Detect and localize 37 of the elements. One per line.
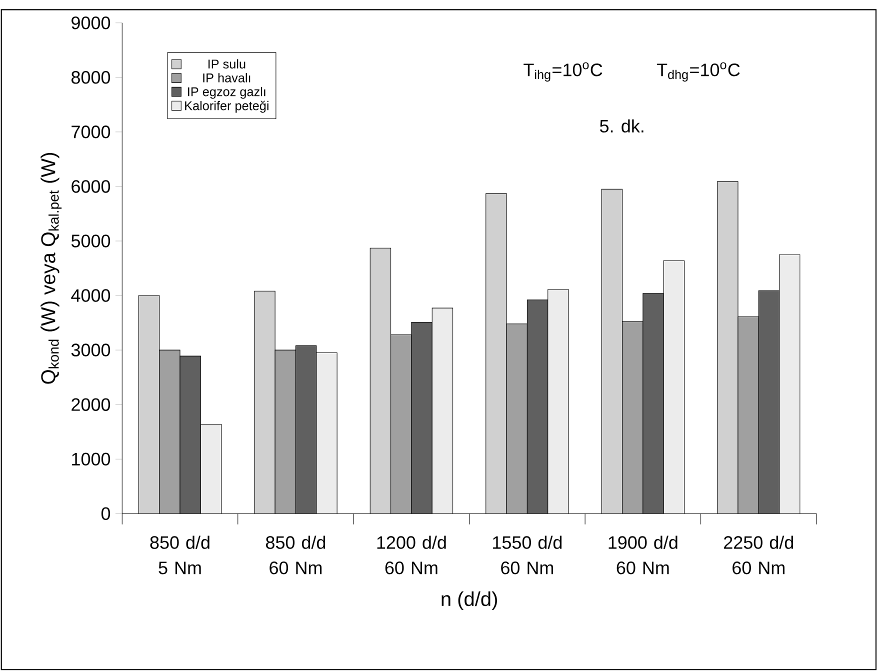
y-tick-label: 7000	[72, 126, 110, 138]
legend-label: IP sulu	[208, 59, 246, 69]
bar	[180, 356, 201, 514]
y-tick-label: 0	[101, 507, 110, 520]
annotation: 5. dk.	[600, 119, 644, 133]
y-tick-label: 3000	[71, 344, 110, 356]
x-tick-label: 850 d/d 60 Nm	[266, 536, 326, 574]
bar	[738, 316, 759, 514]
y-tick-label: 8000	[71, 71, 110, 84]
bar	[390, 334, 412, 514]
bar	[506, 324, 528, 514]
y-tick-label: 5000	[71, 234, 110, 248]
bar	[411, 322, 432, 514]
bar	[642, 293, 664, 514]
annotation: T$_{ihg}$=10$^{o}$C	[524, 62, 602, 82]
legend-label: Kalorifer peteği	[185, 100, 268, 113]
x-tick-label: 1900 d/d 60 Nm	[608, 536, 678, 574]
x-tick-label: 1200 d/d 60 Nm	[377, 536, 446, 574]
x-axis-title: n (d/d)	[442, 591, 497, 610]
y-tick-label: 6000	[72, 180, 110, 193]
bar	[159, 350, 180, 514]
legend-label: IP egzoz gazlı	[188, 86, 266, 99]
bar	[622, 322, 643, 514]
y-tick-label: 9000	[72, 16, 110, 30]
bar	[275, 350, 296, 514]
annotation: T$_{dhg}$=10$^{o}$C	[656, 62, 740, 82]
bar	[296, 346, 316, 514]
y-tick-label: 2000	[72, 398, 110, 411]
legend-label: IP havalı	[203, 73, 250, 82]
x-tick-label: 2250 d/d 60 Nm	[724, 536, 794, 574]
y-tick-label: 4000	[71, 289, 110, 302]
y-tick-label: 1000	[72, 452, 110, 466]
x-tick-label: 1550 d/d 60 Nm	[493, 536, 562, 574]
y-axis-title: Q$_{kond}$ (W) veya Q$_{kal.pet}$ (W)	[40, 153, 62, 384]
bar	[527, 300, 548, 514]
x-tick-label: 850 d/d 5 Nm	[150, 536, 210, 574]
bar	[758, 290, 780, 514]
